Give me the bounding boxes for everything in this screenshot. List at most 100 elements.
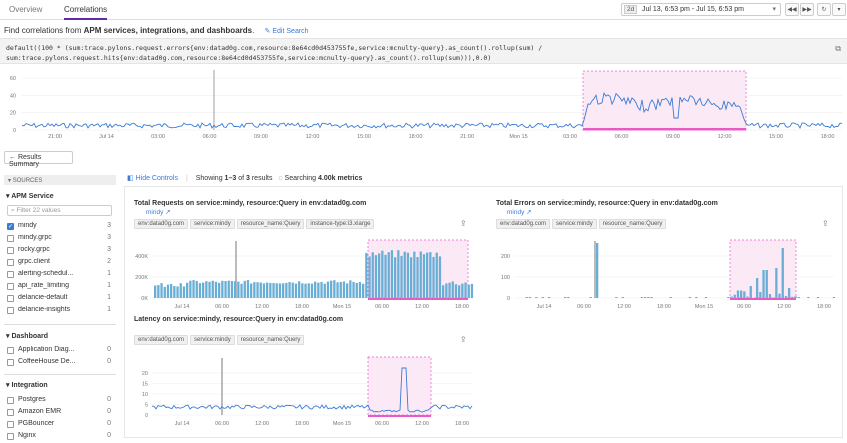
export-icon[interactable]: ⇪ [460, 219, 467, 228]
bar [422, 254, 426, 298]
errors-bar-chart: 200 100 0 Jul 14 06:00 12:00 18:00 Mon 15 06:00 1… [501, 239, 836, 310]
checkbox[interactable] [7, 235, 14, 242]
integration-title[interactable]: ▾ Integration [6, 381, 48, 389]
dashboard-facet[interactable]: CoffeeHouse De... 0 [7, 358, 111, 368]
apm-facet[interactable]: ✓ mindy 3 [7, 222, 111, 232]
bar [179, 283, 182, 298]
apm-facet[interactable]: mindy.grpc 3 [7, 234, 111, 244]
checkbox[interactable] [7, 433, 14, 440]
bar [784, 296, 788, 298]
dashboard-label: Dashboard [11, 333, 49, 340]
time-range-text: Jul 13, 6:53 pm - Jul 15, 6:53 pm [642, 6, 744, 13]
bar [371, 252, 374, 298]
chevron-down-icon: ▾ [6, 333, 10, 340]
checkbox[interactable] [7, 421, 14, 428]
showing-of: of [238, 175, 245, 182]
bar [282, 283, 285, 298]
integration-facet[interactable]: Amazon EMR 0 [7, 408, 111, 418]
bar [307, 283, 310, 298]
apm-facet[interactable]: delancie-default 1 [7, 294, 111, 304]
facet-count: 1 [107, 270, 111, 277]
checkbox[interactable] [7, 247, 14, 254]
x-tick-label: Jul 14 [99, 134, 114, 140]
step-forward-button[interactable]: ▶▶ [800, 3, 814, 16]
separator: | [185, 175, 188, 182]
y-tick-label: 20 [10, 111, 16, 117]
x-tick-label: 12:00 [415, 304, 429, 310]
checkbox[interactable] [7, 259, 14, 266]
tag: resource_name:Query [236, 219, 305, 229]
y-tick-label: 60 [10, 76, 16, 82]
integration-facet[interactable]: Nginx 0 [7, 432, 111, 442]
checkbox[interactable] [7, 397, 14, 404]
checkbox[interactable]: ✓ [7, 223, 14, 230]
integration-facet[interactable]: Postgres 0 [7, 396, 111, 406]
apm-facet[interactable]: rocky.grpc 3 [7, 246, 111, 256]
bar [243, 280, 246, 298]
checkbox[interactable] [7, 271, 14, 278]
bar [435, 252, 438, 298]
export-icon[interactable]: ⇪ [822, 219, 829, 228]
facet-label: CoffeeHouse De... [18, 358, 76, 365]
checkbox[interactable] [7, 359, 14, 366]
time-range-selector[interactable]: 2d Jul 13, 6:53 pm - Jul 15, 6:53 pm ▾ [621, 3, 781, 16]
dashboard-title[interactable]: ▾ Dashboard [6, 332, 48, 340]
step-back-button[interactable]: ◀◀ [785, 3, 799, 16]
copy-icon[interactable]: ⧉ [835, 44, 841, 53]
sources-header[interactable]: ▾ SOURCES [4, 175, 116, 185]
tag: env:datad0g.com [134, 335, 189, 345]
bar [349, 280, 352, 298]
sources-label: SOURCES [12, 178, 43, 184]
dashboard-facet[interactable]: Application Diag... 0 [7, 346, 111, 356]
apm-service-title[interactable]: ▾ APM Service [6, 192, 54, 200]
checkbox[interactable] [7, 307, 14, 314]
apm-facet[interactable]: alerting-schedul... 1 [7, 270, 111, 280]
bar [259, 282, 262, 298]
page-heading: Find correlations from APM services, int… [4, 26, 309, 35]
checkbox[interactable] [7, 347, 14, 354]
export-icon[interactable]: ⇪ [460, 335, 467, 344]
bar [304, 283, 307, 298]
bar [589, 297, 592, 298]
x-tick-label: Jul 14 [537, 304, 552, 310]
hide-controls-button[interactable]: ◧ Hide Controls [127, 175, 178, 182]
integration-facet[interactable]: PGBouncer 0 [7, 420, 111, 430]
x-tick-label: 12:00 [306, 134, 320, 140]
bar [736, 290, 740, 298]
bar [397, 250, 400, 298]
refresh-button[interactable]: ↻ [817, 3, 831, 16]
tag: env:datad0g.com [134, 219, 189, 229]
bar [390, 250, 394, 298]
y-tick-label: 0 [13, 128, 16, 134]
apm-facet[interactable]: grpc.client 2 [7, 258, 111, 268]
checkbox[interactable] [7, 409, 14, 416]
pencil-icon: ✎ [264, 28, 271, 35]
results-summary-button[interactable]: ← Results Summary [4, 151, 73, 168]
bar [410, 257, 413, 298]
heading-bold: APM services, integrations, and dashboar… [83, 26, 253, 35]
bar [816, 297, 820, 298]
apm-facet[interactable]: delancie-insights 1 [7, 306, 111, 316]
bar [727, 297, 730, 298]
chart-link-requests[interactable]: mindy ↗ [146, 208, 171, 216]
checkbox[interactable] [7, 295, 14, 302]
facet-filter-input[interactable]: ⌕ Filter 22 values [7, 205, 112, 216]
dropdown-button[interactable]: ▾ [832, 3, 846, 16]
tab-correlations[interactable]: Correlations [64, 5, 108, 20]
tag: resource_name:Query [236, 335, 305, 345]
x-tick-label: 06:00 [577, 304, 591, 310]
divider [4, 374, 116, 375]
checkbox[interactable] [7, 283, 14, 290]
heading-prefix: Find correlations from [4, 26, 82, 35]
chart-link-errors[interactable]: mindy ↗ [507, 208, 532, 216]
facet-label: delancie-insights [18, 306, 71, 313]
tab-overview[interactable]: Overview [9, 5, 43, 14]
edit-search-link[interactable]: ✎ Edit Search [265, 28, 309, 35]
x-tick-label: 06:00 [737, 304, 751, 310]
apm-facet[interactable]: api_rate_limiting 1 [7, 282, 111, 292]
highlight-bar [730, 298, 796, 300]
main-x-axis: 21:00 Jul 14 03:00 06:00 09:00 12:00 15:00 18:0… [48, 134, 834, 140]
chevron-down-icon: ▾ [837, 7, 841, 13]
chevron-down-icon: ▾ [772, 6, 776, 13]
bar [749, 286, 752, 298]
